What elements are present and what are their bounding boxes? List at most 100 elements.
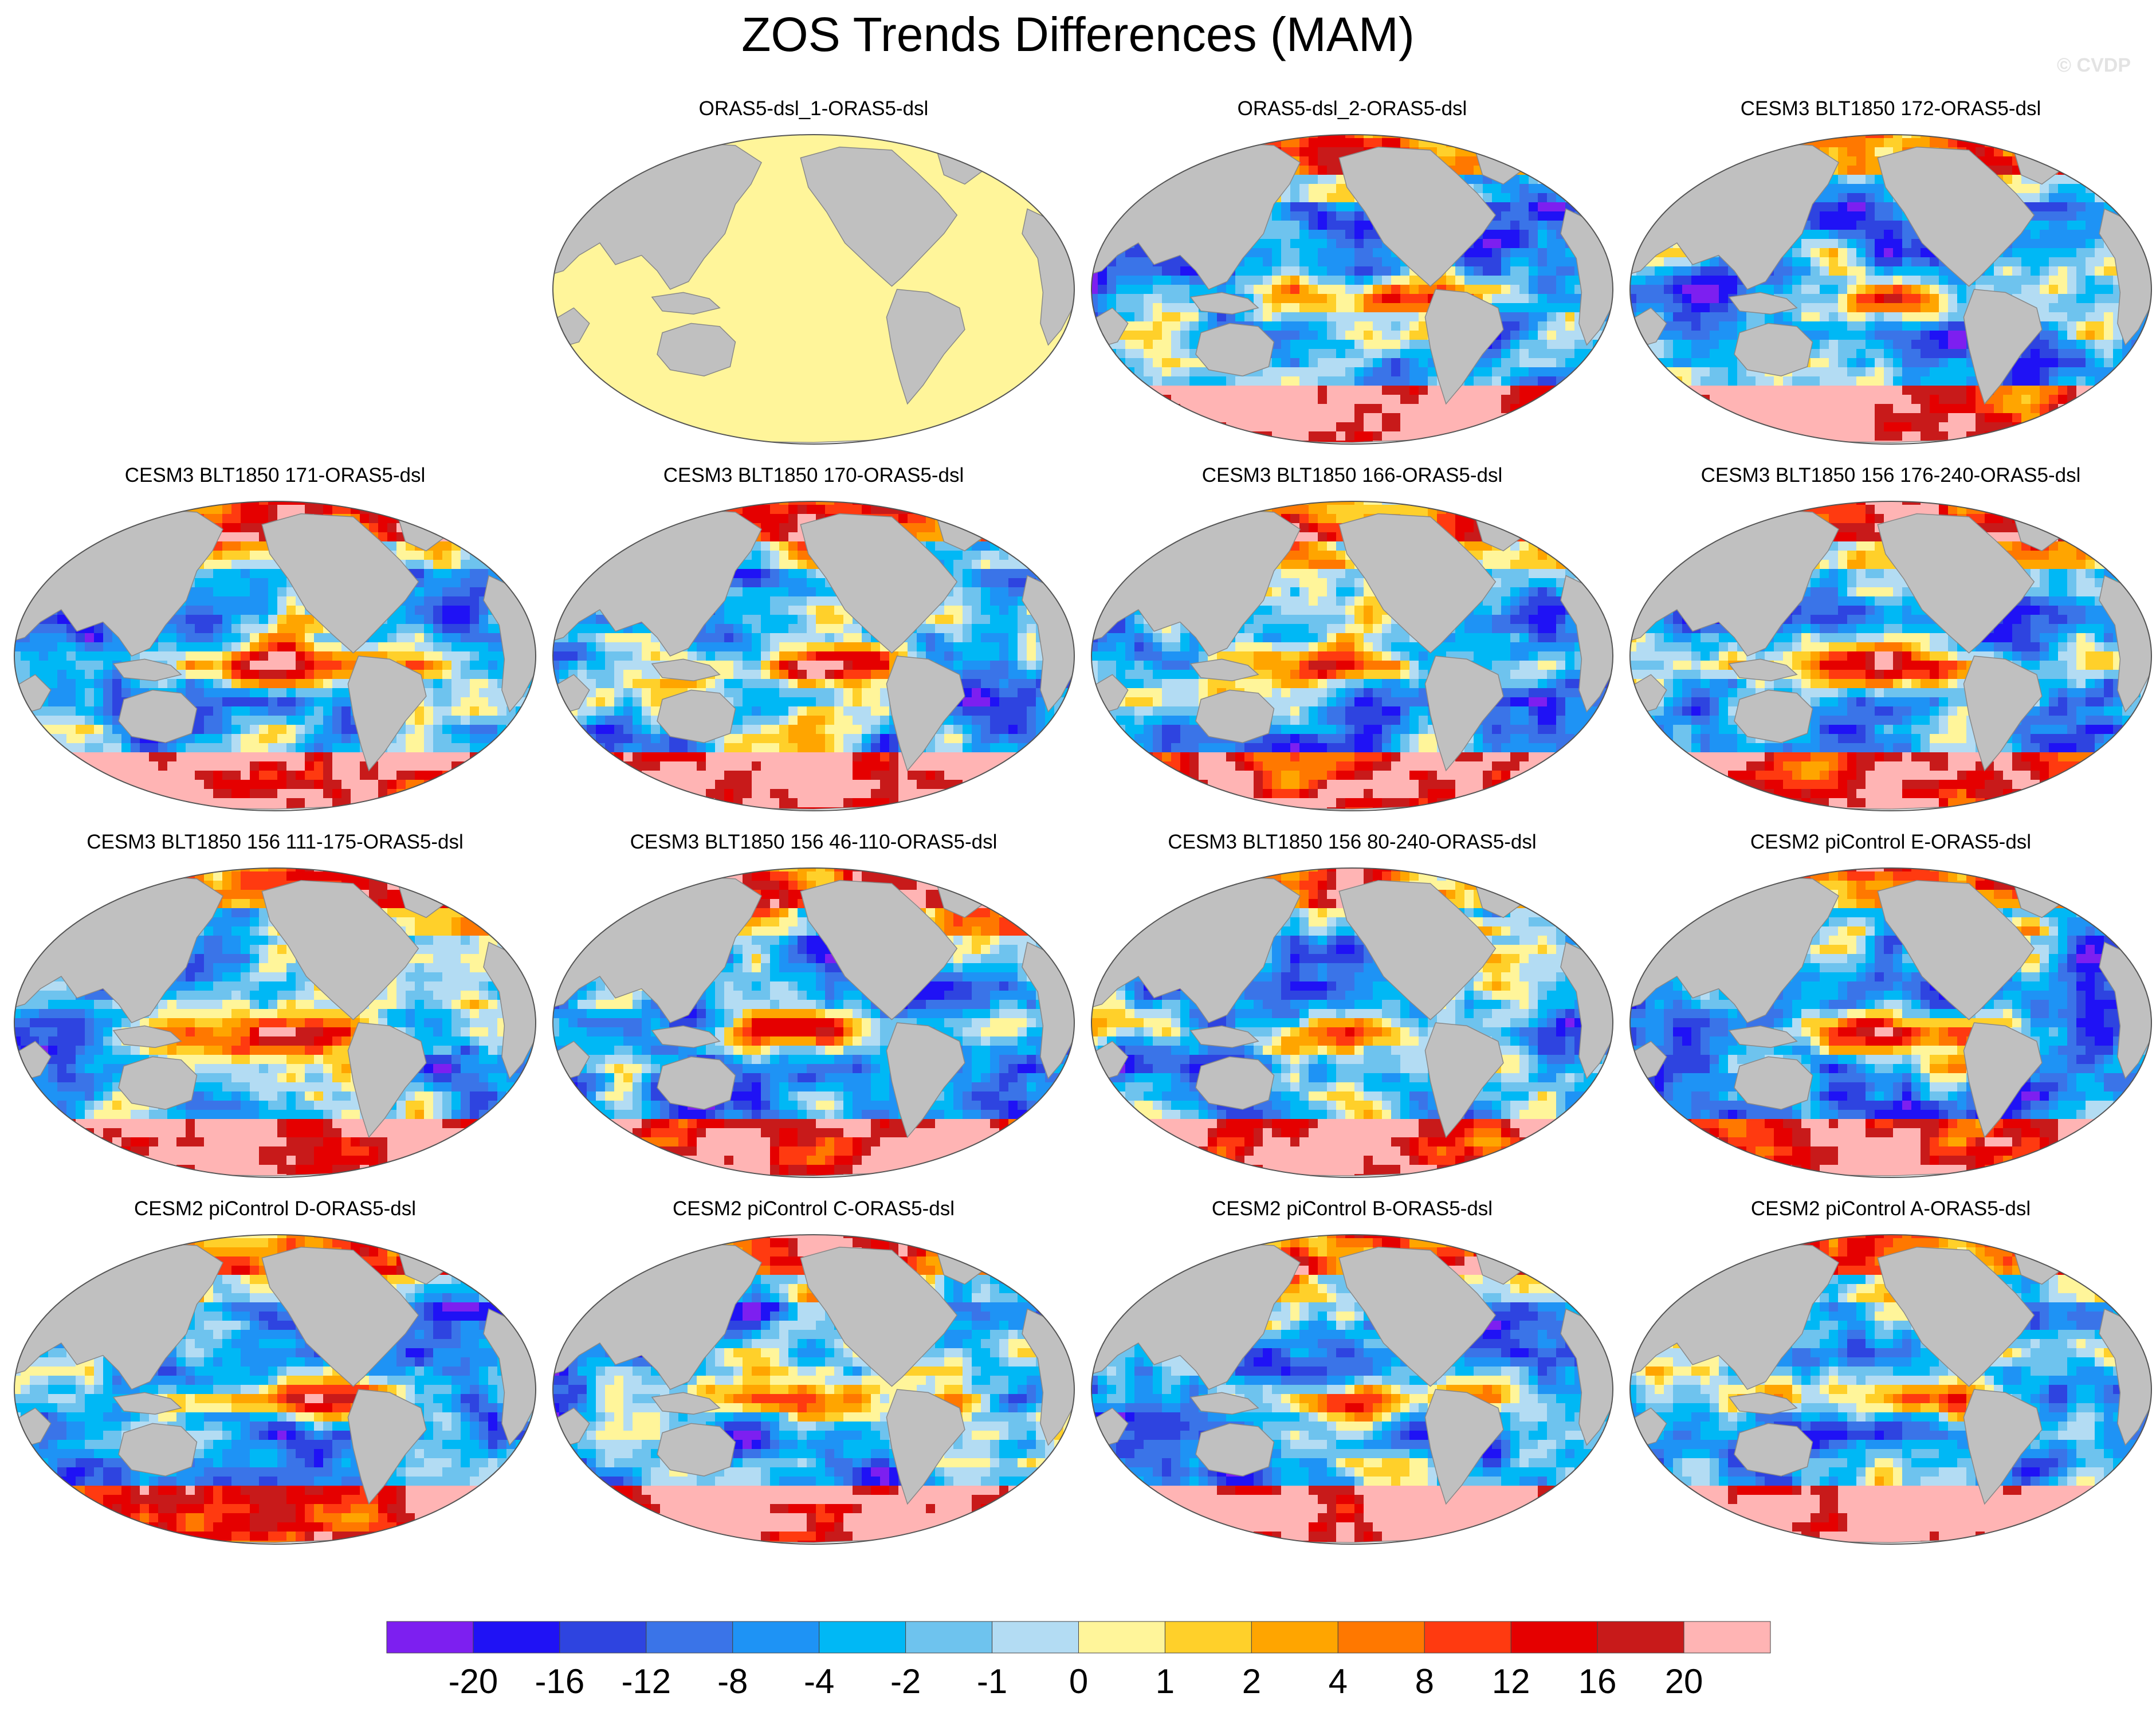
colorbar-label: -12	[621, 1662, 671, 1701]
land-namerica	[1338, 513, 1497, 654]
land-namerica	[800, 879, 958, 1020]
land-maritime	[1728, 1025, 1798, 1048]
land-namerica	[261, 513, 419, 654]
land-maritime	[112, 1392, 182, 1415]
land-maritime	[1728, 1392, 1798, 1415]
colorbar-box	[1424, 1621, 1511, 1654]
map-panel: CESM3 BLT1850 156 111-175-ORAS5-dsl	[11, 831, 539, 1186]
land-australia	[1195, 1056, 1275, 1110]
map-svg	[14, 867, 536, 1178]
map-border	[1091, 134, 1613, 445]
colorbar-box	[819, 1621, 906, 1654]
land-australia	[118, 689, 198, 743]
map-svg	[1091, 867, 1613, 1178]
colorbar-box	[1078, 1621, 1165, 1654]
land-maritime	[651, 292, 721, 315]
colorbar-box	[1164, 1621, 1252, 1654]
land-samerica	[886, 289, 965, 405]
land-samerica	[347, 655, 427, 772]
colorbar-label: -4	[804, 1662, 834, 1701]
panel-title: CESM2 piControl E-ORAS5-dsl	[1627, 831, 2154, 854]
map-panel: CESM3 BLT1850 156 80-240-ORAS5-dsl	[1089, 831, 1616, 1186]
land-namerica	[261, 879, 419, 1020]
map-panel: CESM3 BLT1850 172-ORAS5-dsl	[1627, 97, 2154, 453]
colorbar-box	[992, 1621, 1079, 1654]
map-panel: CESM3 BLT1850 166-ORAS5-dsl	[1089, 464, 1616, 819]
land-namerica	[1877, 1246, 2035, 1387]
panel-title: CESM2 piControl C-ORAS5-dsl	[550, 1197, 1077, 1220]
land-masses	[14, 505, 536, 811]
map-panel: ORAS5-dsl_2-ORAS5-dsl	[1089, 97, 1616, 453]
colorbar-label: -8	[717, 1662, 748, 1701]
map-svg	[552, 501, 1075, 811]
colorbar-box	[386, 1621, 474, 1654]
colorbar-label: 0	[1069, 1662, 1088, 1701]
colorbar-label: 12	[1492, 1662, 1530, 1701]
land-maritime	[1189, 658, 1259, 681]
land-namerica	[1877, 879, 2035, 1020]
map-panel: CESM2 piControl A-ORAS5-dsl	[1627, 1197, 2154, 1553]
colorbar-box	[473, 1621, 560, 1654]
map-border	[552, 867, 1075, 1178]
land-maritime	[1189, 1025, 1259, 1048]
map-panel: CESM3 BLT1850 171-ORAS5-dsl	[11, 464, 539, 819]
map-panel: CESM3 BLT1850 170-ORAS5-dsl	[550, 464, 1077, 819]
land-samerica	[1424, 655, 1504, 772]
map-panel: CESM3 BLT1850 156 176-240-ORAS5-dsl	[1627, 464, 2154, 819]
colorbar-box	[732, 1621, 820, 1654]
watermark: © CVDP	[2057, 54, 2131, 77]
land-australia	[118, 1056, 198, 1110]
map-border	[1629, 1234, 2152, 1545]
land-maritime	[1189, 292, 1259, 315]
land-maritime	[112, 1025, 182, 1048]
land-namerica	[1877, 513, 2035, 654]
land-australia	[1195, 689, 1275, 743]
land-australia	[1734, 1056, 1813, 1110]
map-border	[14, 1234, 536, 1545]
land-namerica	[800, 513, 958, 654]
colorbar-label: -20	[449, 1662, 498, 1701]
colorbar-label: -16	[535, 1662, 585, 1701]
map-panel: CESM3 BLT1850 156 46-110-ORAS5-dsl	[550, 831, 1077, 1186]
land-australia	[1734, 1423, 1813, 1477]
map-svg	[1091, 134, 1613, 445]
land-australia	[1734, 323, 1813, 376]
land-samerica	[1963, 289, 2043, 405]
map-border	[1629, 867, 2152, 1178]
colorbar-box	[905, 1621, 993, 1654]
land-samerica	[1424, 1022, 1504, 1138]
land-maritime	[651, 1392, 721, 1415]
colorbar-label: 1	[1156, 1662, 1175, 1701]
colorbar-label: 8	[1415, 1662, 1434, 1701]
map-svg	[1091, 501, 1613, 811]
land-australia	[1734, 689, 1813, 743]
land-samerica	[886, 1022, 965, 1138]
panel-title: ORAS5-dsl_2-ORAS5-dsl	[1089, 97, 1616, 120]
map-panel: CESM2 piControl E-ORAS5-dsl	[1627, 831, 2154, 1186]
map-panel: ORAS5-dsl_1-ORAS5-dsl	[550, 97, 1077, 453]
land-australia	[657, 323, 736, 376]
land-samerica	[347, 1022, 427, 1138]
map-svg	[552, 134, 1075, 445]
land-samerica	[886, 1389, 965, 1505]
land-australia	[657, 1423, 736, 1477]
colorbar-box	[646, 1621, 733, 1654]
map-border	[1629, 501, 2152, 811]
land-maritime	[112, 658, 182, 681]
map-border	[14, 501, 536, 811]
map-border	[1091, 1234, 1613, 1545]
colorbar-box	[1337, 1621, 1425, 1654]
land-namerica	[1877, 146, 2035, 287]
map-svg	[14, 1234, 536, 1545]
land-maritime	[651, 1025, 721, 1048]
land-samerica	[1963, 655, 2043, 772]
panel-title: CESM3 BLT1850 170-ORAS5-dsl	[550, 464, 1077, 487]
land-samerica	[1424, 289, 1504, 405]
map-border	[552, 501, 1075, 811]
panel-title: CESM3 BLT1850 166-ORAS5-dsl	[1089, 464, 1616, 487]
map-border	[552, 1234, 1075, 1545]
land-namerica	[1338, 879, 1497, 1020]
panel-title: CESM3 BLT1850 156 80-240-ORAS5-dsl	[1089, 831, 1616, 854]
colorbar-label: 2	[1242, 1662, 1261, 1701]
colorbar-label: 4	[1329, 1662, 1348, 1701]
